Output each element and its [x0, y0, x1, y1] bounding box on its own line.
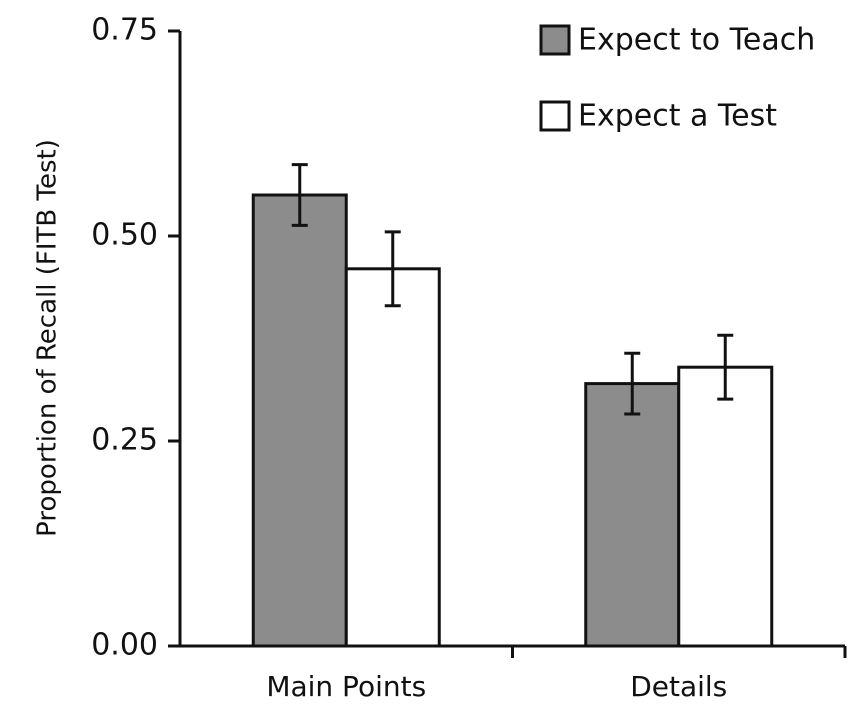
error-bar — [624, 351, 641, 416]
legend-label: Expect a Test — [578, 99, 777, 134]
bar-expect-a-test-details — [677, 365, 774, 648]
legend-swatch — [539, 100, 571, 132]
chart-axes: 0.00 0.25 0.50 0.75 Main Points Details — [91, 13, 847, 703]
chart-bars — [251, 163, 774, 648]
x-tick-label: Details — [630, 670, 727, 703]
legend-label: Expect to Teach — [578, 23, 815, 58]
error-bar — [717, 333, 734, 401]
legend-item: Expect a Test — [539, 99, 777, 134]
bar-expect-to-teach-details — [584, 382, 681, 648]
y-tick-label: 0.75 — [91, 13, 158, 48]
bar-expect-a-test-main-points — [344, 267, 441, 648]
legend-item: Expect to Teach — [539, 23, 815, 58]
y-tick-label: 0.00 — [91, 628, 158, 663]
y-tick-label: 0.25 — [91, 423, 158, 458]
x-tick-label: Main Points — [266, 670, 426, 703]
legend-swatch — [539, 24, 571, 56]
error-bar — [384, 230, 401, 308]
y-axis-label: Proportion of Recall (FITB Test) — [33, 139, 63, 537]
bar-expect-to-teach-main-points — [251, 193, 348, 648]
y-tick-label: 0.50 — [91, 218, 158, 253]
chart-legend: Expect to Teach Expect a Test — [539, 23, 815, 134]
error-bar — [291, 163, 308, 227]
